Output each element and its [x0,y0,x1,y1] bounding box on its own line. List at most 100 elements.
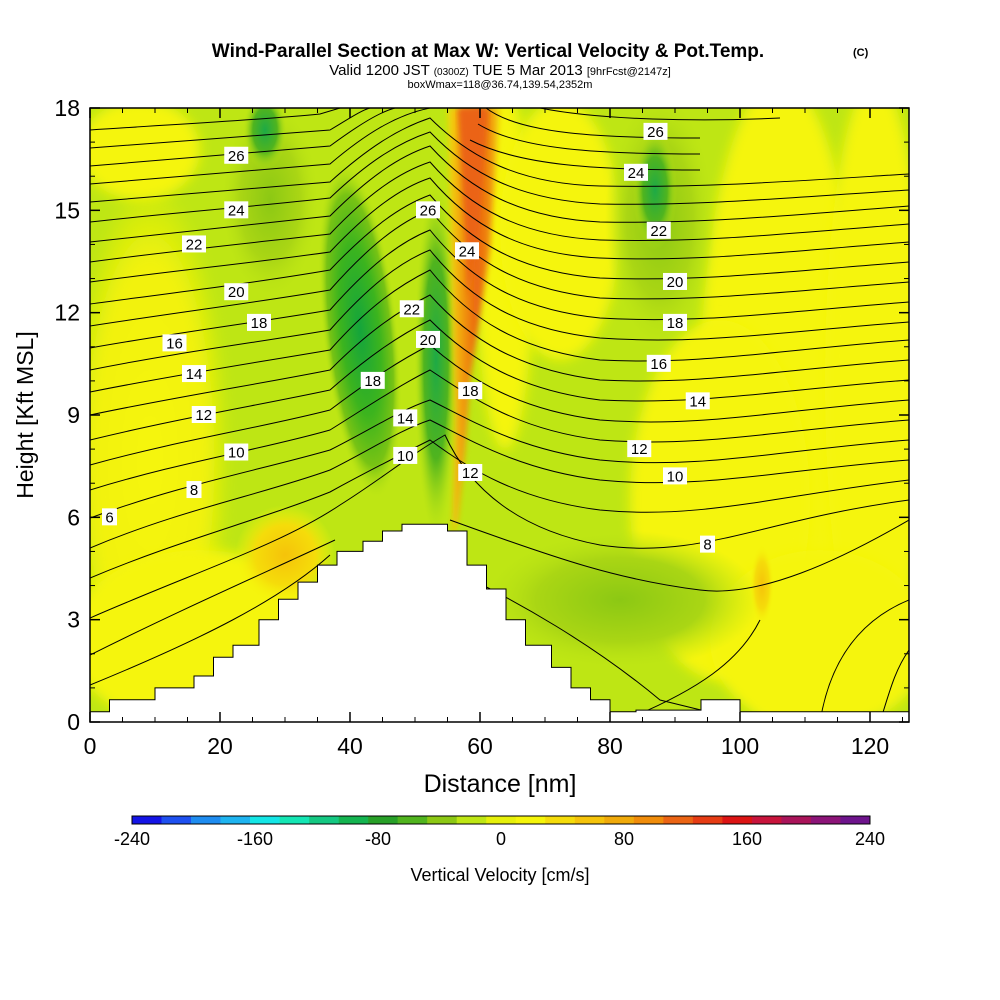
colorbar-swatch [397,816,428,824]
contour-label-box [646,221,671,239]
colorbar-swatch [574,816,605,824]
colorbar-tick-label: 160 [732,829,762,849]
contour-label-text: 24 [628,165,645,182]
contour-label-box [224,146,249,164]
contour-label-text: 22 [403,301,420,318]
shade-downdraft-core-4 [633,130,677,250]
contour-label: 18 [663,313,687,332]
contour-label: 18 [360,371,385,390]
contour-label-text: 14 [397,410,414,427]
contour-label-box [663,272,687,290]
contour-label: 26 [416,201,440,219]
contour-label: 22 [399,300,424,318]
contour-label-box [685,392,710,410]
contour-label-text: 6 [105,509,113,526]
colorbar-swatch [663,816,694,824]
contour-label-box [455,242,479,260]
contour-label: 12 [191,406,216,424]
contour-label-box [643,122,668,140]
contour-label: 24 [224,201,249,219]
contour-label: 14 [685,392,710,410]
y-axis: 0 3 6 9 12 15 18 [54,95,909,735]
x-tick-label: 40 [337,733,363,759]
x-tick-label: 60 [467,733,493,759]
colorbar-swatch [633,816,664,824]
contour-label-box [182,365,206,383]
colorbar-tick-label: 240 [855,829,885,849]
colorbar-swatch [456,816,487,824]
colorbar-frame [131,815,871,825]
contour-label-box [663,313,687,331]
contour-label-text: 8 [190,482,198,499]
subtitle-date: TUE 5 Mar 2013 [473,62,583,79]
contour-labels: 2624222018161412108626242220181814101226… [102,122,715,554]
shade-downdraft-core-1 [318,160,402,500]
contour-label-text: 18 [251,315,268,332]
x-tick-label: 20 [207,733,233,759]
colorbar-swatch [250,816,280,824]
colorbar-swatch [191,816,221,824]
contour-label-box [627,440,652,458]
shade-updraft-core [458,108,488,300]
colorbar-swatch [220,816,251,824]
contour-label: 18 [458,382,483,400]
contour-label-text: 24 [228,202,245,219]
contour-label-text: 22 [650,223,667,240]
shade-yellow-far-right [825,108,909,680]
contour-label: 12 [458,463,483,482]
colorbar-swatch [604,816,635,824]
contour-label-box [458,382,483,400]
contour-label-text: 20 [420,332,437,349]
contour-label: 20 [416,330,440,349]
chart-subtitle: Valid 1200 JST (0300Z) TUE 5 Mar 2013 [9… [329,62,671,79]
terrain-mask [90,523,909,722]
shade-updraft-plume [448,108,500,540]
contour-label-text: 12 [195,407,212,424]
y-tick-label: 3 [67,607,80,633]
colorbar-swatch [545,816,576,824]
y-tick-label: 0 [67,709,80,735]
contour-label: 16 [646,354,671,373]
y-tick-label: 9 [67,402,80,428]
colorbar-swatch [692,816,723,824]
y-tick-label: 12 [54,300,80,326]
contour-label-text: 8 [703,537,711,554]
contour-label-text: 26 [420,202,437,219]
contour-label: 8 [186,481,202,499]
contour-label-box [224,283,249,301]
contour-label: 20 [663,272,687,291]
x-tick-label: 100 [721,733,759,759]
contour-label-box [663,467,687,485]
contour-label: 26 [224,146,249,165]
colorbar-swatch [427,816,458,824]
contour-label: 12 [627,440,652,458]
contour-label-box [399,300,424,318]
contour-label: 10 [393,446,418,465]
contour-label: 8 [700,535,715,554]
contour-label-box [247,313,271,331]
contour-label-box [360,371,385,389]
contour-label-box [162,334,187,352]
contour-label-box [416,330,440,348]
contour-label-text: 12 [462,465,479,482]
title-copyright-mark: (C) [853,47,869,59]
shade-yellow-top-right [500,108,620,360]
x-tick-label: 80 [597,733,623,759]
colorbar-swatch [309,816,339,824]
shade-green-lower-right [480,530,760,670]
contour-label-text: 22 [186,236,203,253]
y-tick-label: 15 [54,197,80,223]
colorbar-swatch [486,816,517,824]
contour-label-box [182,235,206,253]
contour-label-box [393,446,418,464]
contour-label: 10 [663,467,687,485]
contour-label-box [191,406,216,423]
colorbar-swatch [279,816,310,824]
colorbar-swatch [161,816,192,824]
x-tick-label: 0 [84,733,97,759]
chart-title: Wind-Parallel Section at Max W: Vertical… [212,41,764,62]
colorbar-swatch [515,816,546,824]
contour-label-text: 16 [650,356,667,373]
contour-label-text: 10 [667,468,684,485]
